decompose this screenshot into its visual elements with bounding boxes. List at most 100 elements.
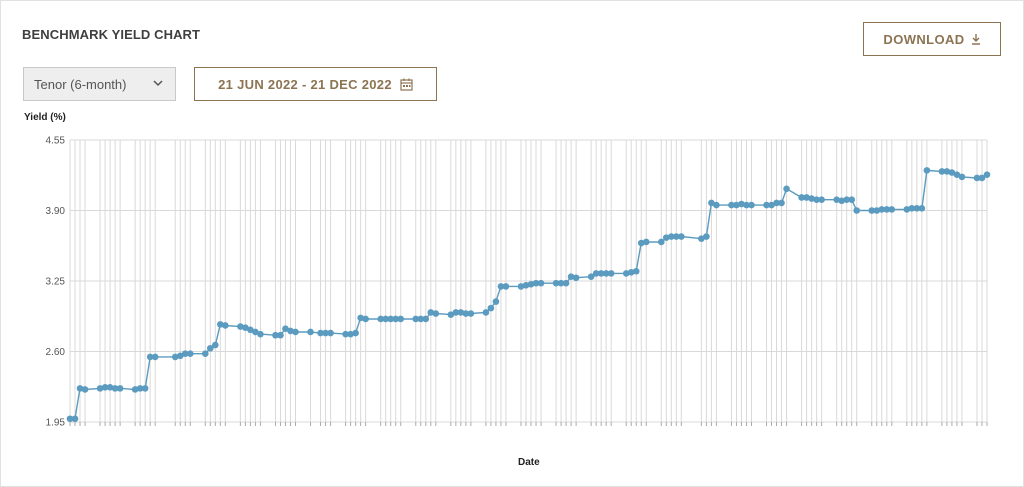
data-point[interactable] xyxy=(222,322,229,329)
data-point[interactable] xyxy=(708,199,715,207)
data-point[interactable] xyxy=(362,315,369,323)
data-point[interactable] xyxy=(657,238,665,246)
data-point[interactable] xyxy=(417,315,425,323)
data-point[interactable] xyxy=(873,207,881,214)
data-point[interactable] xyxy=(502,283,510,290)
data-point[interactable] xyxy=(978,174,986,182)
data-point[interactable] xyxy=(888,206,896,213)
data-point[interactable] xyxy=(853,207,861,214)
data-point[interactable] xyxy=(247,326,254,334)
data-point[interactable] xyxy=(908,205,916,212)
data-point[interactable] xyxy=(176,352,184,360)
data-point[interactable] xyxy=(703,233,710,240)
data-point[interactable] xyxy=(412,315,420,323)
date-range-picker[interactable]: 21 JUN 2022 - 21 DEC 2022 xyxy=(194,67,437,101)
data-point[interactable] xyxy=(397,315,405,323)
data-point[interactable] xyxy=(673,233,680,240)
data-point[interactable] xyxy=(572,274,580,282)
data-point[interactable] xyxy=(272,331,279,339)
data-point[interactable] xyxy=(217,321,224,328)
data-point[interactable] xyxy=(562,279,570,287)
data-point[interactable] xyxy=(237,323,244,330)
data-point[interactable] xyxy=(141,385,149,392)
data-point[interactable] xyxy=(382,315,389,323)
data-point[interactable] xyxy=(903,206,911,213)
data-point[interactable] xyxy=(387,315,394,323)
data-point[interactable] xyxy=(432,310,440,317)
data-point[interactable] xyxy=(352,329,359,337)
data-point[interactable] xyxy=(287,327,294,335)
data-point[interactable] xyxy=(938,168,946,175)
data-point[interactable] xyxy=(803,194,810,201)
data-point[interactable] xyxy=(457,309,465,316)
data-point[interactable] xyxy=(878,206,886,213)
data-point[interactable] xyxy=(186,350,194,357)
data-point[interactable] xyxy=(492,298,500,305)
data-point[interactable] xyxy=(632,267,640,275)
data-point[interactable] xyxy=(452,309,460,316)
data-point[interactable] xyxy=(883,206,891,213)
data-point[interactable] xyxy=(607,270,615,277)
data-point[interactable] xyxy=(678,233,685,240)
data-point[interactable] xyxy=(592,270,600,277)
data-point[interactable] xyxy=(763,201,770,209)
data-point[interactable] xyxy=(868,207,876,214)
data-point[interactable] xyxy=(637,239,645,247)
data-point[interactable] xyxy=(307,328,314,336)
data-point[interactable] xyxy=(948,169,956,176)
data-point[interactable] xyxy=(958,173,966,181)
data-point[interactable] xyxy=(277,331,284,339)
data-point[interactable] xyxy=(622,270,630,277)
data-point[interactable] xyxy=(497,283,505,290)
data-point[interactable] xyxy=(943,168,951,175)
data-point[interactable] xyxy=(773,199,780,207)
data-point[interactable] xyxy=(913,205,921,212)
data-point[interactable] xyxy=(427,309,435,316)
data-point[interactable] xyxy=(257,330,264,338)
data-point[interactable] xyxy=(347,330,354,338)
data-point[interactable] xyxy=(81,386,89,393)
data-point[interactable] xyxy=(282,325,289,333)
data-point[interactable] xyxy=(953,171,961,179)
data-point[interactable] xyxy=(517,283,525,290)
data-point[interactable] xyxy=(848,196,856,203)
data-point[interactable] xyxy=(467,310,475,317)
data-point[interactable] xyxy=(713,201,720,209)
data-point[interactable] xyxy=(813,196,820,203)
data-point[interactable] xyxy=(111,385,119,392)
data-point[interactable] xyxy=(171,353,179,361)
download-button[interactable]: DOWNLOAD xyxy=(863,22,1001,56)
data-point[interactable] xyxy=(377,315,384,323)
data-point[interactable] xyxy=(66,415,74,423)
data-point[interactable] xyxy=(783,185,790,193)
data-point[interactable] xyxy=(838,197,845,205)
data-point[interactable] xyxy=(131,386,139,393)
data-point[interactable] xyxy=(557,279,565,287)
data-point[interactable] xyxy=(242,324,249,331)
data-point[interactable] xyxy=(101,383,109,391)
data-point[interactable] xyxy=(833,196,840,203)
data-point[interactable] xyxy=(327,329,334,337)
data-point[interactable] xyxy=(482,309,490,316)
data-point[interactable] xyxy=(668,233,675,240)
data-point[interactable] xyxy=(322,329,329,337)
data-point[interactable] xyxy=(642,238,650,246)
data-point[interactable] xyxy=(923,167,931,174)
data-point[interactable] xyxy=(798,194,805,201)
data-point[interactable] xyxy=(76,385,84,392)
data-point[interactable] xyxy=(522,282,530,289)
data-point[interactable] xyxy=(602,270,610,277)
data-point[interactable] xyxy=(532,279,540,287)
data-point[interactable] xyxy=(768,201,775,209)
data-point[interactable] xyxy=(527,280,535,288)
data-point[interactable] xyxy=(597,270,605,277)
data-point[interactable] xyxy=(106,383,114,391)
data-point[interactable] xyxy=(738,200,745,208)
data-point[interactable] xyxy=(151,353,159,361)
data-point[interactable] xyxy=(552,279,560,287)
data-point[interactable] xyxy=(778,199,785,207)
data-point[interactable] xyxy=(983,171,991,179)
data-point[interactable] xyxy=(487,304,495,312)
data-point[interactable] xyxy=(748,201,755,209)
data-point[interactable] xyxy=(146,353,154,361)
